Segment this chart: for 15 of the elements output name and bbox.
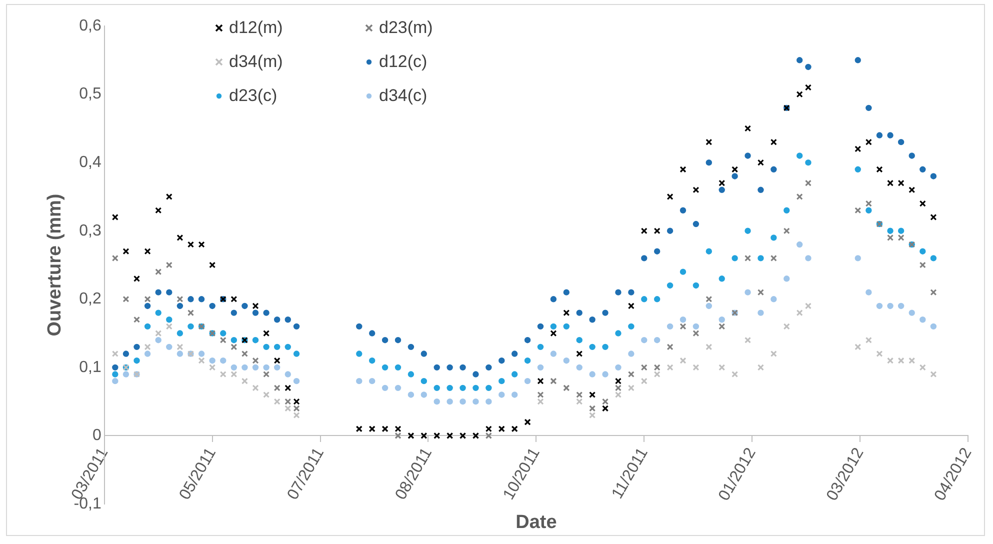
- y-tick-label: 0,2: [79, 290, 102, 308]
- legend-label: d12(c): [379, 52, 428, 72]
- legend-label: d12(m): [229, 18, 283, 38]
- y-tick-label: 0,1: [79, 358, 102, 376]
- y-tick-label: 0,5: [79, 86, 102, 103]
- y-axis-title: Ouverture (mm): [44, 194, 66, 336]
- legend-label: d34(c): [379, 86, 428, 106]
- legend-label: d23(c): [229, 86, 278, 106]
- y-tick-label: 0: [92, 427, 102, 444]
- legend-label: d34(m): [229, 52, 283, 72]
- y-tick-label: 0,4: [79, 154, 102, 171]
- y-tick-label: 0,3: [79, 222, 102, 240]
- x-axis-title: Date: [516, 512, 557, 534]
- y-tick-label: 0,6: [79, 17, 102, 34]
- legend-label: d23(m): [379, 18, 433, 38]
